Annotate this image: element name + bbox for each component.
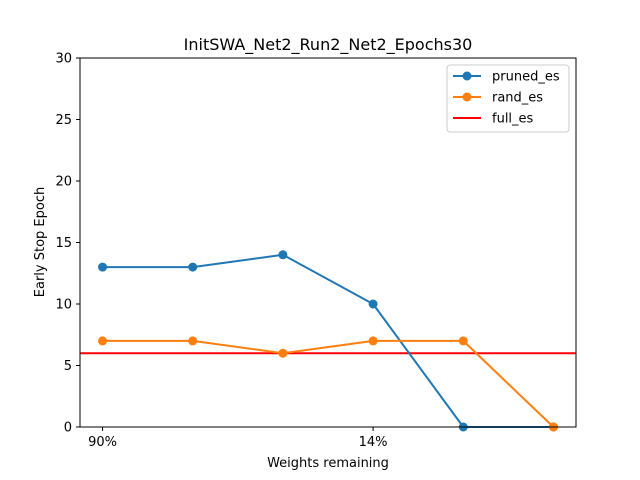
legend-marker-rand_es (462, 92, 472, 102)
data-point-pruned_es (98, 262, 108, 272)
series-line-rand_es (102, 339, 555, 428)
legend-label-full_es: full_es (492, 112, 534, 127)
y-tick-label: 0 (64, 421, 72, 436)
y-axis: 0 5 10 15 20 25 30 (55, 52, 80, 436)
data-point-pruned_es (368, 299, 378, 309)
y-tick-label: 15 (55, 236, 72, 251)
y-tick-label: 10 (55, 298, 72, 313)
y-tick-label: 5 (64, 359, 72, 374)
legend-box (446, 64, 570, 133)
y-axis-label: Early Stop Epoch (33, 187, 48, 297)
legend-label-rand_es: rand_es (492, 91, 543, 106)
x-axis: 90% 14% (88, 427, 388, 450)
y-tick-label: 20 (55, 175, 72, 190)
data-point-pruned_es (188, 262, 198, 272)
x-tick-label: 90% (88, 435, 117, 450)
plot-frame (79, 57, 577, 428)
data-point-pruned_es (278, 250, 288, 260)
legend: pruned_es rand_es full_es (446, 64, 570, 133)
data-point-rand_es (188, 336, 198, 346)
y-tick-label: 25 (55, 113, 72, 128)
data-point-rand_es (458, 336, 468, 346)
legend-marker-pruned_es (462, 71, 472, 81)
x-axis-label: Weights remaining (267, 456, 389, 471)
data-point-rand_es (278, 348, 288, 358)
chart-title: InitSWA_Net2_Run2_Net2_Epochs30 (184, 35, 473, 55)
data-point-rand_es (368, 336, 378, 346)
y-tick-label: 30 (55, 52, 72, 67)
legend-label-pruned_es: pruned_es (492, 70, 560, 85)
x-tick-label: 14% (359, 435, 388, 450)
data-point-rand_es (98, 336, 108, 346)
